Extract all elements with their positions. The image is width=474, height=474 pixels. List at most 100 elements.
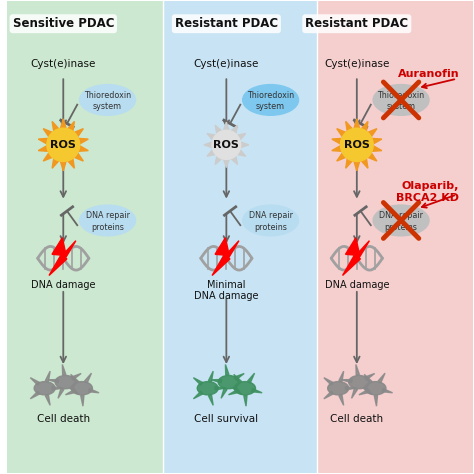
Ellipse shape (373, 84, 429, 115)
Polygon shape (228, 389, 239, 395)
Polygon shape (193, 391, 203, 399)
Text: Resistant PDAC: Resistant PDAC (175, 17, 278, 30)
Text: DNA damage: DNA damage (31, 280, 96, 290)
Text: Cyst(e)inase: Cyst(e)inase (324, 60, 390, 70)
Polygon shape (352, 388, 357, 398)
Text: system: system (93, 102, 122, 111)
Text: proteins: proteins (254, 223, 287, 232)
Text: Resistant PDAC: Resistant PDAC (305, 17, 409, 30)
Polygon shape (339, 395, 344, 405)
Text: Thioredoxin: Thioredoxin (84, 91, 131, 100)
Text: system: system (256, 102, 285, 111)
Polygon shape (89, 389, 99, 393)
Ellipse shape (373, 205, 429, 236)
Text: Minimal
DNA damage: Minimal DNA damage (194, 280, 259, 301)
Text: DNA repair: DNA repair (249, 211, 292, 220)
Polygon shape (226, 365, 229, 375)
Polygon shape (244, 395, 247, 406)
Circle shape (340, 128, 373, 162)
Polygon shape (252, 389, 262, 393)
Text: ROS: ROS (344, 140, 370, 150)
Polygon shape (70, 386, 79, 394)
Polygon shape (356, 365, 359, 375)
Polygon shape (71, 374, 81, 380)
Text: ROS: ROS (213, 140, 239, 150)
Polygon shape (378, 373, 385, 383)
Ellipse shape (80, 205, 136, 236)
Polygon shape (46, 371, 50, 382)
Text: Cell survival: Cell survival (194, 414, 258, 424)
Polygon shape (84, 373, 91, 383)
Polygon shape (234, 374, 244, 380)
Polygon shape (221, 388, 227, 398)
Polygon shape (215, 387, 226, 390)
Text: DNA damage: DNA damage (325, 280, 389, 290)
Ellipse shape (349, 375, 370, 389)
Text: Cyst(e)inase: Cyst(e)inase (31, 60, 96, 70)
Polygon shape (212, 237, 239, 275)
Text: Cell death: Cell death (36, 414, 90, 424)
FancyBboxPatch shape (317, 0, 474, 474)
Polygon shape (58, 388, 64, 398)
Polygon shape (65, 389, 76, 395)
Ellipse shape (55, 375, 76, 389)
Polygon shape (209, 395, 213, 405)
Circle shape (47, 128, 80, 162)
Text: proteins: proteins (384, 223, 418, 232)
Text: BRCA2 KD: BRCA2 KD (396, 193, 459, 203)
Ellipse shape (235, 382, 255, 395)
Polygon shape (46, 395, 50, 405)
Polygon shape (81, 395, 84, 406)
Text: Olaparib,: Olaparib, (402, 182, 459, 191)
Polygon shape (193, 378, 203, 385)
Polygon shape (247, 373, 255, 383)
Ellipse shape (80, 84, 136, 115)
Polygon shape (52, 387, 63, 390)
Ellipse shape (218, 375, 239, 389)
Text: Sensitive PDAC: Sensitive PDAC (12, 17, 114, 30)
Text: system: system (386, 102, 416, 111)
Polygon shape (346, 387, 356, 390)
Circle shape (212, 130, 241, 159)
Polygon shape (342, 380, 352, 383)
Ellipse shape (365, 382, 386, 395)
Polygon shape (364, 374, 372, 383)
Text: Thioredoxin: Thioredoxin (377, 91, 425, 100)
Text: ROS: ROS (50, 140, 76, 150)
Ellipse shape (243, 205, 299, 236)
Text: proteins: proteins (91, 223, 124, 232)
Polygon shape (382, 389, 392, 393)
Ellipse shape (197, 382, 218, 395)
Polygon shape (365, 374, 374, 380)
Ellipse shape (34, 382, 55, 395)
Text: Auranofin: Auranofin (398, 69, 459, 79)
Polygon shape (332, 119, 382, 171)
Polygon shape (233, 386, 242, 394)
Text: Thioredoxin: Thioredoxin (247, 91, 294, 100)
Polygon shape (211, 380, 222, 383)
Polygon shape (30, 378, 40, 385)
Polygon shape (49, 237, 76, 275)
Text: Cell death: Cell death (330, 414, 383, 424)
Polygon shape (71, 374, 79, 383)
FancyBboxPatch shape (164, 0, 317, 474)
Polygon shape (234, 374, 242, 383)
Polygon shape (48, 380, 59, 383)
Polygon shape (209, 371, 213, 382)
Polygon shape (343, 237, 369, 275)
Polygon shape (324, 391, 333, 399)
Text: DNA repair: DNA repair (85, 211, 129, 220)
Ellipse shape (328, 382, 349, 395)
Polygon shape (324, 378, 333, 385)
Polygon shape (204, 122, 249, 167)
Text: Cyst(e)inase: Cyst(e)inase (194, 60, 259, 70)
Ellipse shape (243, 84, 299, 115)
Polygon shape (359, 389, 369, 395)
Polygon shape (30, 391, 40, 399)
Text: DNA repair: DNA repair (379, 211, 423, 220)
Ellipse shape (72, 382, 92, 395)
Polygon shape (374, 395, 377, 406)
Polygon shape (38, 119, 88, 171)
FancyBboxPatch shape (8, 0, 164, 474)
Polygon shape (364, 386, 372, 394)
